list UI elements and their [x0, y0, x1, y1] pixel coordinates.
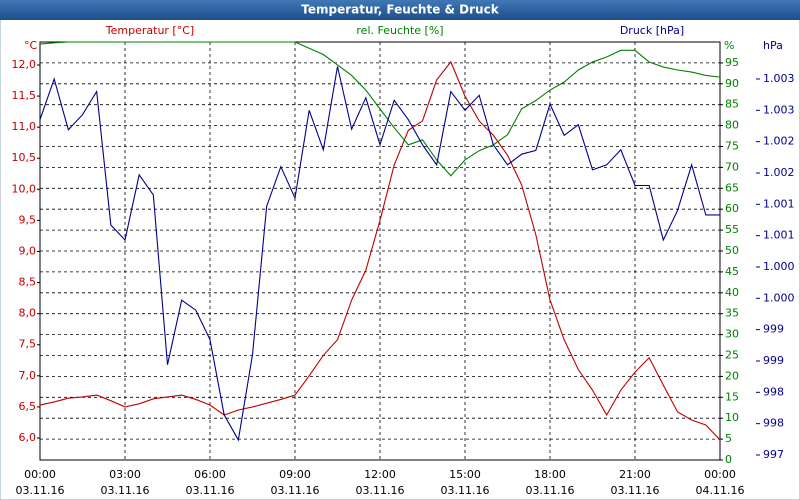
x-tick-label: 09:00 — [279, 468, 311, 481]
x-tick-date: 03.11.16 — [526, 484, 575, 497]
series-line — [39, 41, 721, 177]
y2-tick-label: 95 — [725, 56, 739, 69]
y-tick-label: 6,0 — [19, 431, 37, 444]
y2-tick-label: 50 — [725, 244, 739, 257]
y3-tick-label: 1.001 — [763, 197, 795, 210]
x-tick-date: 04.11.16 — [696, 484, 745, 497]
legend-entry: Temperatur [°C] — [105, 24, 194, 37]
y2-tick-label: 45 — [725, 265, 739, 278]
y2-tick-label: 10 — [725, 411, 739, 424]
y2-tick-label: 80 — [725, 119, 739, 132]
y2-tick-label: 55 — [725, 223, 739, 236]
y2-tick-label: 90 — [725, 77, 739, 90]
x-tick-label: 18:00 — [534, 468, 566, 481]
y-tick-label: 7,5 — [19, 338, 37, 351]
series-line — [39, 66, 720, 442]
x-tick-date: 03.11.16 — [611, 484, 660, 497]
y2-tick-label: 30 — [725, 328, 739, 341]
y3-tick-label: 1.000 — [763, 260, 795, 273]
y3-tick-label: 999 — [763, 354, 784, 367]
y2-unit: % — [724, 39, 734, 52]
x-tick-date: 03.11.16 — [186, 484, 235, 497]
y-tick-label: 8,5 — [19, 276, 37, 289]
y3-tick-label: 1.003 — [763, 72, 795, 85]
y3-tick-label: 1.000 — [763, 291, 795, 304]
x-tick-label: 00:00 — [704, 468, 736, 481]
y2-tick-label: 5 — [725, 432, 732, 445]
x-tick-label: 00:00 — [24, 468, 56, 481]
x-tick-date: 03.11.16 — [441, 484, 490, 497]
y-tick-label: 11,5 — [12, 89, 37, 102]
x-tick-label: 21:00 — [619, 468, 651, 481]
y-tick-label: 8,0 — [19, 307, 37, 320]
x-tick-label: 06:00 — [194, 468, 226, 481]
y-unit: °C — [24, 39, 38, 52]
y3-unit: hPa — [763, 39, 783, 52]
x-tick-date: 03.11.16 — [101, 484, 150, 497]
y2-tick-label: 70 — [725, 160, 739, 173]
y3-tick-label: 998 — [763, 385, 784, 398]
y-tick-label: 9,0 — [19, 244, 37, 257]
y2-tick-label: 25 — [725, 349, 739, 362]
y2-tick-label: 40 — [725, 286, 739, 299]
y-tick-label: 12,0 — [12, 58, 37, 71]
y3-tick-label: 998 — [763, 417, 784, 430]
y2-tick-label: 75 — [725, 140, 739, 153]
x-tick-date: 03.11.16 — [16, 484, 65, 497]
legend-entry: rel. Feuchte [%] — [356, 24, 443, 37]
y2-tick-label: 0 — [725, 453, 732, 466]
y3-tick-label: 999 — [763, 323, 784, 336]
y-tick-label: 7,0 — [19, 369, 37, 382]
y2-tick-label: 20 — [725, 369, 739, 382]
x-tick-date: 03.11.16 — [356, 484, 405, 497]
y-tick-label: 10,0 — [12, 182, 37, 195]
legend-entry: Druck [hPa] — [620, 24, 684, 37]
y3-tick-label: 997 — [763, 448, 784, 461]
y3-tick-label: 1.001 — [763, 229, 795, 242]
y2-tick-label: 60 — [725, 202, 739, 215]
title-bar — [0, 0, 800, 20]
y-tick-label: 6,5 — [19, 400, 37, 413]
y3-tick-label: 1.002 — [763, 166, 795, 179]
y2-tick-label: 15 — [725, 390, 739, 403]
y-tick-label: 11,0 — [12, 120, 37, 133]
x-tick-label: 12:00 — [364, 468, 396, 481]
y-tick-label: 10,5 — [12, 151, 37, 164]
y2-tick-label: 35 — [725, 307, 739, 320]
series-line — [39, 60, 721, 441]
chart-title: Temperatur, Feuchte & Druck — [301, 3, 499, 17]
y3-tick-label: 1.003 — [763, 103, 795, 116]
x-tick-label: 03:00 — [109, 468, 141, 481]
y2-tick-label: 65 — [725, 181, 739, 194]
y3-tick-label: 1.002 — [763, 135, 795, 148]
y2-tick-label: 85 — [725, 98, 739, 111]
y-tick-label: 9,5 — [19, 213, 37, 226]
x-tick-date: 03.11.16 — [271, 484, 320, 497]
x-tick-label: 15:00 — [449, 468, 481, 481]
